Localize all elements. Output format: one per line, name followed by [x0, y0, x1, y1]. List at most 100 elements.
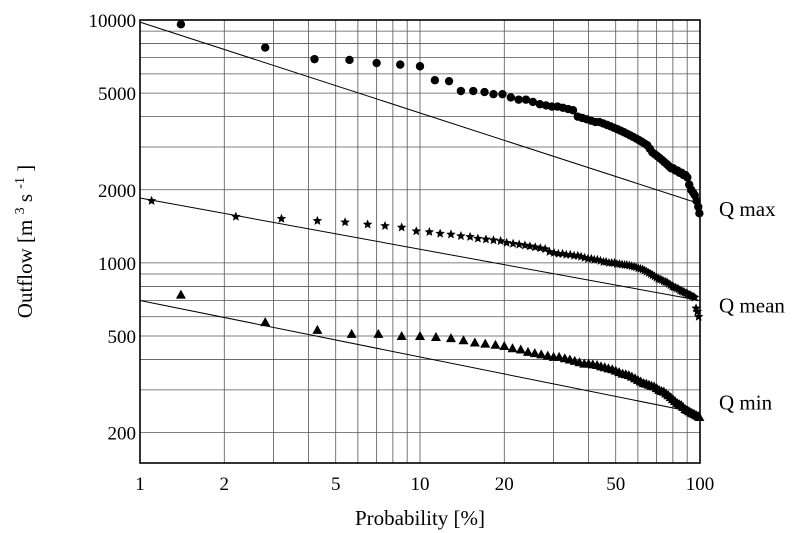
data-point-triangle — [522, 346, 533, 356]
x-tick-label: 2 — [220, 474, 230, 495]
x-tick-label: 100 — [686, 474, 715, 495]
x-tick-label: 50 — [606, 474, 625, 495]
y-tick-label: 500 — [108, 327, 137, 348]
data-point-star — [146, 195, 157, 205]
data-point-triangle — [312, 324, 323, 334]
data-point-triangle — [415, 331, 425, 341]
data-point-star — [435, 228, 445, 238]
data-point-star — [481, 234, 491, 244]
x-tick-label: 20 — [495, 474, 514, 495]
data-point-circle — [396, 60, 405, 69]
data-point-star — [362, 219, 373, 229]
data-point-circle — [345, 55, 354, 65]
y-tick-label: 10000 — [89, 11, 137, 32]
data-point-triangle — [175, 289, 186, 299]
y-axis-title-superscript: -1 — [13, 177, 28, 189]
data-point-triangle — [542, 350, 553, 360]
data-point-triangle — [430, 332, 441, 342]
series-label: Q mean — [719, 294, 785, 318]
series-label: Q max — [719, 197, 776, 221]
x-tick-label: 5 — [331, 474, 341, 495]
y-tick-label: 2000 — [98, 181, 136, 202]
data-point-triangle — [373, 328, 384, 338]
data-point-triangle — [396, 331, 407, 341]
y-tick-labels: 200 500 1000 2000 5000 10000 — [89, 11, 137, 445]
data-point-triangle — [490, 339, 501, 349]
data-point-star — [231, 211, 241, 221]
plot-frame — [139, 19, 701, 464]
data-point-star — [495, 236, 506, 246]
data-point-star — [473, 233, 483, 243]
data-point-star — [424, 227, 435, 237]
x-axis-title: Probability [%] — [355, 506, 485, 530]
data-point-circle — [310, 54, 319, 64]
data-point-star — [488, 235, 499, 245]
data-point-triangle — [469, 337, 480, 347]
x-tick-label: 1 — [135, 474, 145, 495]
y-axis-title-superscript: 3 — [13, 207, 28, 214]
data-point-circle — [694, 202, 703, 212]
data-point-triangle — [529, 348, 540, 358]
data-point-star — [535, 243, 546, 253]
data-point-star — [689, 292, 700, 302]
data-point-triangle — [458, 335, 469, 345]
x-tick-labels: 1 2 5 10 20 50 100 — [135, 474, 714, 495]
data-points — [146, 20, 705, 421]
data-point-circle — [528, 97, 538, 107]
data-point-circle — [506, 93, 515, 102]
data-point-circle — [415, 62, 425, 71]
data-point-star — [396, 222, 407, 232]
data-point-circle — [489, 89, 498, 99]
data-point-circle — [430, 76, 440, 85]
data-point-star — [520, 240, 530, 250]
data-point-triangle — [507, 343, 518, 353]
y-tick-label: 200 — [108, 424, 137, 445]
y-axis-title-part: ] — [13, 165, 37, 172]
fit-line — [139, 21, 701, 205]
data-point-circle — [176, 20, 186, 29]
data-point-circle — [469, 86, 478, 96]
data-point-star — [465, 231, 475, 241]
data-point-triangle — [536, 349, 547, 359]
data-point-star — [530, 242, 541, 252]
data-point-star — [692, 306, 703, 316]
data-point-star — [501, 237, 512, 247]
data-point-triangle — [260, 317, 271, 327]
series-labels: Q max Q mean Q min — [719, 197, 785, 415]
data-point-circle — [695, 209, 704, 218]
data-point-star — [693, 311, 704, 321]
data-point-star — [514, 239, 524, 249]
data-point-star — [456, 231, 466, 241]
data-point-triangle — [554, 351, 565, 361]
data-point-star — [312, 215, 323, 225]
y-tick-label: 1000 — [98, 254, 136, 275]
data-point-star — [508, 238, 518, 248]
data-point-circle — [261, 43, 270, 52]
series-label: Q min — [719, 390, 773, 414]
data-point-circle — [456, 86, 466, 96]
data-point-star — [411, 226, 422, 236]
data-point-circle — [372, 58, 381, 68]
data-point-circle — [521, 95, 531, 104]
data-point-triangle — [499, 340, 510, 350]
data-point-circle — [480, 87, 489, 97]
data-point-triangle — [346, 328, 357, 338]
fit-line — [139, 300, 701, 414]
grid-lines — [139, 19, 701, 463]
data-point-star — [340, 217, 350, 227]
y-axis-title: Outflow [m 3 s -1 ] — [5, 165, 37, 318]
x-tick-label: 10 — [411, 474, 430, 495]
data-point-triangle — [515, 344, 526, 354]
data-point-star — [380, 220, 390, 230]
y-axis-title-part: s — [13, 194, 37, 202]
data-point-triangle — [694, 411, 705, 421]
data-point-star — [446, 229, 456, 239]
data-point-star — [525, 241, 535, 251]
data-point-circle — [498, 89, 507, 99]
y-axis-title-part: Outflow [m — [13, 220, 37, 319]
data-point-triangle — [480, 338, 491, 348]
data-point-circle — [444, 76, 454, 86]
y-tick-label: 5000 — [98, 84, 136, 105]
data-point-star — [276, 213, 287, 223]
